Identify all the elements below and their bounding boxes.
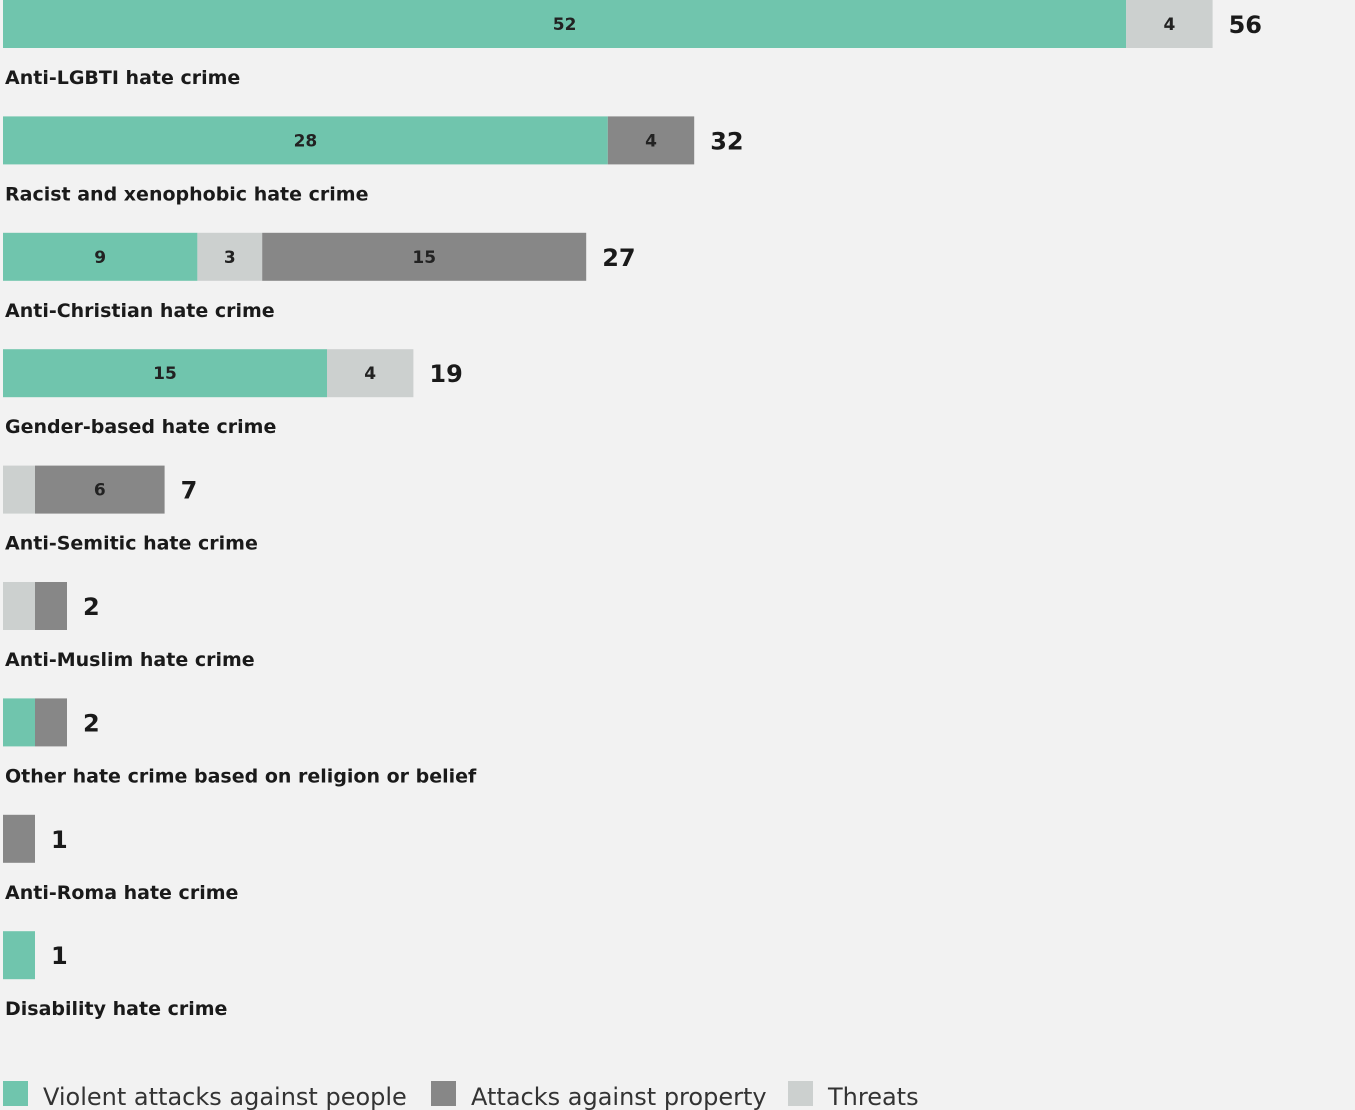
total-value-label: 2 xyxy=(83,593,100,621)
category-label: Anti-LGBTI hate crime xyxy=(5,67,240,89)
bar-row: 2 Other hate crime based on religion or b… xyxy=(3,698,477,787)
total-value-label: 19 xyxy=(429,360,462,388)
bar-segment-1 xyxy=(3,0,1127,48)
segment-value-label: 4 xyxy=(364,364,376,384)
legend-swatch xyxy=(431,1081,456,1106)
total-value-label: 7 xyxy=(181,477,198,505)
total-value-label: 1 xyxy=(51,942,68,970)
bar-segment-1 xyxy=(3,349,327,398)
segment-value-label: 15 xyxy=(412,248,436,268)
segment-value-label: 4 xyxy=(645,131,657,151)
bar-segment-3 xyxy=(35,465,165,514)
bar-segment-3 xyxy=(35,582,67,630)
bar-segment-1 xyxy=(3,931,35,980)
bar-segment-1 xyxy=(3,698,35,747)
total-value-label: 27 xyxy=(602,244,635,272)
total-value-label: 1 xyxy=(51,826,68,854)
bar-row: 52 4 56 Anti-LGBTI hate crime xyxy=(3,0,1262,89)
category-label: Anti-Roma hate crime xyxy=(5,882,238,904)
bar-row: 1 Disability hate crime xyxy=(3,931,227,1020)
category-label: Anti-Christian hate crime xyxy=(5,300,275,322)
bar-segment-2 xyxy=(3,465,35,514)
bar-row: 9 3 15 27 Anti-Christian hate crime xyxy=(3,232,636,322)
legend: Violent attacks against people Attacks ag… xyxy=(3,1081,919,1110)
category-label: Anti-Muslim hate crime xyxy=(5,649,255,671)
category-label: Gender-based hate crime xyxy=(5,416,276,438)
category-label: Other hate crime based on religion or be… xyxy=(5,765,477,787)
segment-value-label: 3 xyxy=(224,248,236,268)
legend-item: Violent attacks against people xyxy=(3,1081,407,1110)
bar-row: 28 4 32 Racist and xenophobic hate crime xyxy=(3,116,744,205)
total-value-label: 32 xyxy=(710,127,743,155)
bar-row: 2 Anti-Muslim hate crime xyxy=(3,582,255,671)
segment-value-label: 52 xyxy=(553,15,577,35)
bar-segment-1 xyxy=(3,232,198,281)
bar-row: 1 Anti-Roma hate crime xyxy=(3,814,238,904)
category-label: Racist and xenophobic hate crime xyxy=(5,183,368,205)
segment-value-label: 9 xyxy=(94,248,106,268)
legend-item: Threats xyxy=(788,1081,919,1110)
bar-segment-2 xyxy=(197,232,263,281)
total-value-label: 2 xyxy=(83,709,100,737)
bar-segment-1 xyxy=(3,116,608,165)
legend-swatch xyxy=(788,1081,813,1106)
segment-value-label: 28 xyxy=(294,131,318,151)
bar-segment-3 xyxy=(262,232,587,281)
category-label: Disability hate crime xyxy=(5,998,227,1020)
segment-value-label: 6 xyxy=(94,481,106,501)
legend-label: Threats xyxy=(827,1083,919,1110)
bar-segment-3 xyxy=(607,116,695,165)
bar-segment-2 xyxy=(1126,0,1213,48)
segment-value-label: 15 xyxy=(153,364,177,384)
bar-segment-3 xyxy=(35,698,67,747)
legend-item: Attacks against property xyxy=(431,1081,767,1110)
bar-segment-3 xyxy=(3,814,35,863)
legend-label: Attacks against property xyxy=(471,1083,767,1110)
segment-value-label: 4 xyxy=(1163,15,1175,35)
category-label: Anti-Semitic hate crime xyxy=(5,533,258,555)
total-value-label: 56 xyxy=(1229,11,1262,39)
bar-segment-2 xyxy=(3,582,35,630)
legend-swatch xyxy=(3,1081,28,1106)
bar-row: 15 4 19 Gender-based hate crime xyxy=(3,349,463,438)
bar-row: 6 7 Anti-Semitic hate crime xyxy=(3,465,258,555)
legend-label: Violent attacks against people xyxy=(43,1083,407,1110)
bar-segment-2 xyxy=(327,349,414,398)
